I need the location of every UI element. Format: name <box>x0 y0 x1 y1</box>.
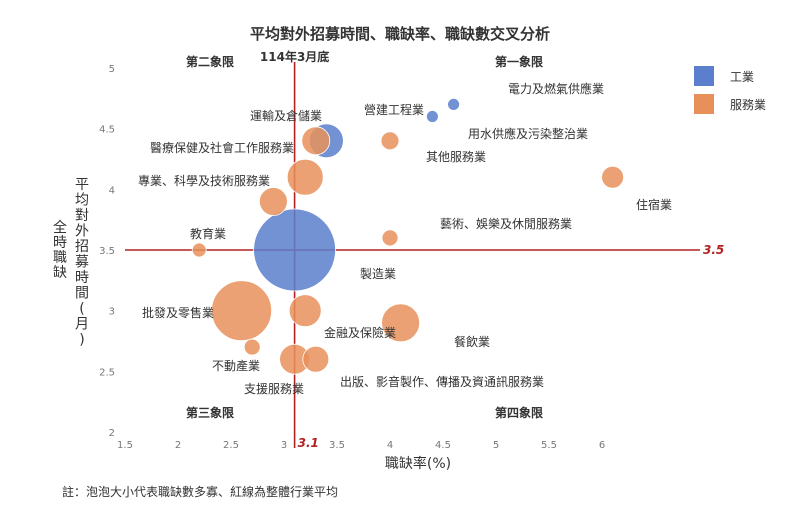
bubble-label: 用水供應及污染整治業 <box>468 126 588 141</box>
bubble-label: 運輸及倉儲業 <box>250 108 322 123</box>
footnote: 註：泡泡大小代表職缺數多寡、紅線為整體行業平均 <box>62 484 338 499</box>
bubble <box>601 165 624 189</box>
ref-line-x-value: 3.1 <box>298 436 319 450</box>
x-tick-label: 2.5 <box>223 440 239 451</box>
bubble <box>288 294 322 328</box>
bubble-label: 專業、科學及技術服務業 <box>138 174 270 188</box>
bubble <box>447 98 461 111</box>
quadrant-1-label: 第一象限 <box>495 54 543 69</box>
y-axis-title-right: 平均對外招募時間(月) <box>75 177 89 348</box>
bubble-label: 醫療保健及社會工作服務業 <box>150 140 294 155</box>
bubble-label: 支援服務業 <box>244 382 304 396</box>
y-tick-label: 5 <box>109 64 115 75</box>
quadrant-4-label: 第四象限 <box>495 405 543 420</box>
bubble <box>380 131 400 151</box>
x-tick-label: 3.5 <box>329 440 345 451</box>
x-tick-label: 2 <box>175 440 181 451</box>
bubble <box>302 345 330 373</box>
bubble <box>425 110 439 123</box>
x-tick-label: 6 <box>599 440 605 451</box>
bubble <box>286 158 324 196</box>
plot-area: 1.5 2 2.5 3 3.5 4 4.5 5 5.5 622.533.544.55全時職缺平均對… <box>53 49 724 451</box>
bubble-label: 金融及保險業 <box>324 325 396 340</box>
legend-swatch <box>694 66 714 86</box>
bubble-label: 餐飲業 <box>454 334 490 349</box>
bubble <box>381 303 421 343</box>
ref-line-x-top-label: 114年3月底 <box>260 49 329 64</box>
bubble-label: 營建工程業 <box>364 102 424 117</box>
bubble-label: 教育業 <box>190 226 226 241</box>
bubble <box>253 208 337 292</box>
bubble-label: 住宿業 <box>636 197 672 212</box>
bubble <box>243 338 261 356</box>
bubble <box>211 280 273 342</box>
y-tick-label: 2 <box>109 428 115 439</box>
x-axis-title: 職缺率(%) <box>385 455 451 472</box>
bubble-label: 電力及燃氣供應業 <box>508 81 604 96</box>
x-tick-label: 1.5 <box>117 440 133 451</box>
bubble-label: 出版、影音製作、傳播及資通訊服務業 <box>340 374 544 389</box>
bubble <box>191 242 207 258</box>
x-tick-label: 5.5 <box>541 440 557 451</box>
bubble-label: 其他服務業 <box>426 150 486 164</box>
quadrant-2-label: 第二象限 <box>186 54 234 69</box>
bubble <box>258 187 288 216</box>
bubble-label: 不動產業 <box>212 358 260 373</box>
legend-entry: 服務業 <box>730 98 766 112</box>
quadrant-3-label: 第三象限 <box>186 405 234 420</box>
y-tick-label: 3 <box>109 307 115 318</box>
y-axis-title-left: 全時職缺 <box>53 219 67 281</box>
y-tick-label: 3.5 <box>99 246 115 257</box>
legend-swatch <box>694 94 714 114</box>
bubble <box>381 229 399 247</box>
ref-line-y-value: 3.5 <box>703 243 724 257</box>
bubble <box>301 126 331 156</box>
bubbles <box>191 98 624 375</box>
x-tick-label: 4 <box>387 440 393 451</box>
bubble-label: 製造業 <box>360 267 396 281</box>
bubble-label: 藝術、娛樂及休閒服務業 <box>440 216 572 231</box>
legend-entry: 工業 <box>730 70 754 84</box>
x-tick-label: 3 <box>281 440 287 451</box>
bubble-label: 批發及零售業 <box>142 305 214 320</box>
y-tick-label: 4.5 <box>99 125 115 136</box>
y-tick-label: 4 <box>109 185 115 196</box>
chart-title: 平均對外招募時間、職缺率、職缺數交叉分析 <box>250 25 550 43</box>
x-tick-label: 5 <box>493 440 499 451</box>
x-tick-label: 4.5 <box>435 440 451 451</box>
y-tick-label: 2.5 <box>99 367 115 378</box>
